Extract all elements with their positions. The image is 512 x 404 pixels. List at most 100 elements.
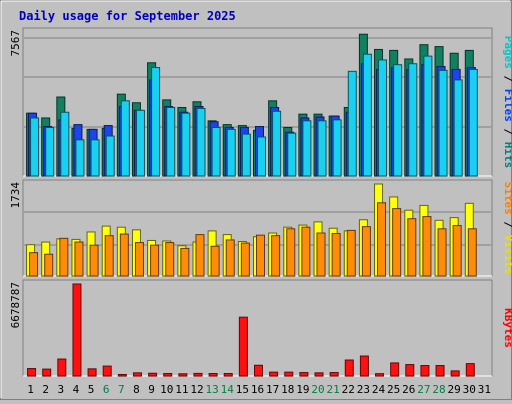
bar-kbytes-day-13 — [208, 373, 218, 377]
bar-sites-day-8 — [134, 242, 144, 277]
bar-sites-day-3 — [59, 237, 69, 277]
bar-pages-day-13 — [211, 126, 221, 177]
bar-sites-day-26 — [407, 218, 417, 277]
bar-kbytes-day-12 — [193, 372, 203, 377]
bar-sites-day-9 — [150, 244, 160, 277]
bar-pages-day-24 — [378, 59, 388, 177]
series-label-part: / — [502, 215, 512, 235]
series-label-part: KBytes — [502, 308, 512, 348]
x-tick-label-17: 17 — [266, 383, 279, 396]
bar-pages-day-7 — [120, 100, 130, 177]
bar-sites-day-20 — [316, 232, 326, 277]
x-tick-label-5: 5 — [88, 383, 95, 396]
bar-pages-day-22 — [347, 70, 357, 177]
bar-kbytes-day-18 — [284, 371, 294, 377]
bar-kbytes-day-11 — [178, 373, 188, 377]
bar-kbytes-day-20 — [314, 372, 324, 377]
chart-title: Daily usage for September 2025 — [19, 9, 236, 23]
bar-kbytes-day-23 — [359, 355, 369, 377]
x-tick-label-6: 6 — [103, 383, 110, 396]
bar-kbytes-day-24 — [375, 373, 385, 377]
bar-sites-day-18 — [286, 228, 296, 277]
ymax-label-hits-files-pages: 7567 — [9, 30, 22, 57]
series-label-part: Hits — [502, 142, 512, 169]
x-tick-label-7: 7 — [118, 383, 125, 396]
bar-kbytes-day-26 — [405, 364, 415, 377]
bar-pages-day-1 — [30, 117, 40, 177]
x-tick-label-3: 3 — [58, 383, 65, 396]
panel-frame-kbytes — [22, 279, 493, 377]
bar-sites-day-16 — [256, 234, 265, 277]
bar-kbytes-day-17 — [269, 371, 279, 377]
x-tick-label-4: 4 — [73, 383, 80, 396]
bar-kbytes-day-28 — [435, 365, 445, 377]
series-label-part: Visits — [502, 235, 512, 275]
x-tick-label-14: 14 — [221, 383, 235, 396]
x-tick-label-10: 10 — [160, 383, 173, 396]
bar-sites-day-22 — [346, 229, 356, 277]
x-tick-label-13: 13 — [205, 383, 218, 396]
bar-kbytes-day-21 — [329, 372, 339, 377]
bar-pages-day-26 — [408, 63, 418, 177]
bar-pages-day-14 — [226, 128, 236, 177]
x-tick-label-31: 31 — [478, 383, 491, 396]
bar-sites-day-24 — [377, 202, 387, 277]
bar-pages-day-29 — [453, 79, 463, 177]
bar-kbytes-day-5 — [87, 368, 97, 377]
bar-pages-day-3 — [60, 111, 70, 177]
x-tick-label-16: 16 — [251, 383, 264, 396]
bar-pages-day-27 — [423, 55, 433, 177]
bar-sites-day-17 — [271, 235, 281, 277]
bar-sites-day-15 — [240, 242, 250, 277]
bar-sites-day-10 — [165, 242, 175, 277]
bar-sites-day-13 — [210, 245, 220, 277]
x-tick-label-2: 2 — [42, 383, 49, 396]
bar-kbytes-day-8 — [132, 372, 142, 377]
x-tick-label-24: 24 — [372, 383, 386, 396]
bar-sites-day-21 — [331, 233, 341, 277]
series-label-kbytes: KBytes — [502, 308, 512, 348]
bar-pages-day-11 — [181, 112, 191, 177]
series-label-part: Sites — [502, 182, 512, 215]
bar-pages-day-15 — [241, 133, 251, 177]
bar-kbytes-day-4 — [72, 283, 82, 377]
bar-kbytes-day-22 — [344, 359, 354, 377]
series-label-part: Files — [502, 89, 512, 122]
bar-pages-day-17 — [272, 110, 282, 177]
ymax-label-visits-sites: 1734 — [9, 182, 22, 209]
bar-pages-day-28 — [438, 69, 448, 177]
x-tick-label-12: 12 — [190, 383, 203, 396]
bar-sites-day-1 — [29, 252, 39, 277]
x-tick-label-11: 11 — [175, 383, 188, 396]
bar-kbytes-day-1 — [27, 368, 37, 377]
x-tick-label-19: 19 — [296, 383, 309, 396]
series-label-part: Pages — [502, 36, 512, 69]
x-tick-label-23: 23 — [357, 383, 370, 396]
x-tick-label-9: 9 — [148, 383, 155, 396]
x-tick-label-29: 29 — [448, 383, 461, 396]
bar-sites-day-12 — [195, 234, 205, 277]
bar-sites-day-6 — [104, 235, 114, 277]
bar-pages-day-19 — [302, 120, 312, 177]
series-label-part: / — [502, 122, 512, 142]
bar-kbytes-day-15 — [238, 316, 248, 377]
bar-sites-day-19 — [301, 226, 311, 277]
bar-pages-day-23 — [362, 53, 372, 177]
series-label-visits-sites: Sites / Visits — [502, 182, 512, 275]
x-tick-label-22: 22 — [342, 383, 355, 396]
bar-pages-day-18 — [287, 132, 297, 177]
bar-sites-day-2 — [44, 253, 54, 277]
x-tick-label-1: 1 — [27, 383, 34, 396]
bar-sites-day-7 — [119, 233, 129, 277]
bar-sites-day-30 — [467, 228, 477, 277]
bar-kbytes-day-10 — [163, 373, 173, 377]
bar-pages-day-6 — [105, 135, 115, 177]
x-tick-label-8: 8 — [133, 383, 140, 396]
bar-pages-day-4 — [75, 139, 85, 177]
bar-pages-day-25 — [393, 64, 403, 177]
bar-kbytes-day-3 — [57, 358, 67, 377]
bar-pages-day-30 — [468, 68, 478, 177]
bar-pages-day-12 — [196, 107, 206, 177]
